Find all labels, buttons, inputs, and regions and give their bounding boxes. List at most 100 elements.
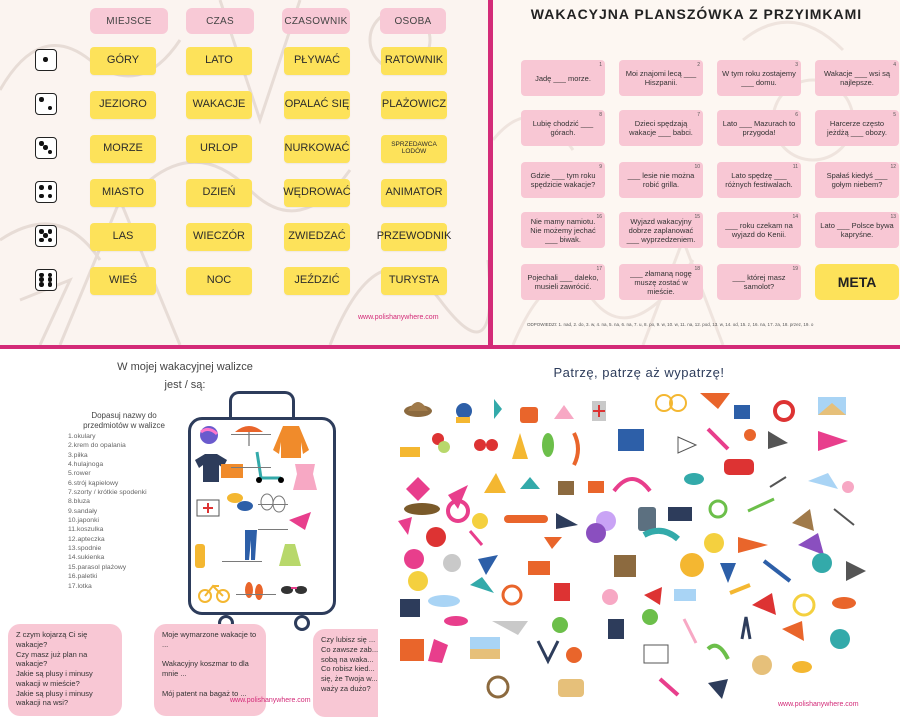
answer-key: ODPOWIEDZI: 1. nad, 2. do, 3. w, 4. na, …: [527, 322, 814, 327]
card-wieczor: WIECZÓR: [186, 223, 252, 251]
card-dzien: DZIEŃ: [186, 179, 252, 207]
list-item-text: szorty / krótkie spodenki: [73, 489, 147, 497]
list-item-text: bluza: [73, 498, 90, 506]
question-box-2: Moje wymarzone wakacje to ... Wakacyjny …: [154, 624, 266, 716]
spot-game-panel: Patrzę, patrzę aż wypatrzę!: [378, 349, 900, 720]
die-five-icon: [35, 225, 57, 247]
list-item-text: strój kąpielowy: [73, 479, 119, 487]
list-item: 10.japonki: [68, 517, 99, 525]
list-item-text: sukienka: [77, 554, 105, 562]
header-osoba: OSOBA: [380, 8, 446, 34]
header-miejsce: MIEJSCE: [90, 8, 168, 34]
header-czas: CZAS: [186, 8, 254, 34]
list-item-text: spodnie: [77, 545, 102, 553]
sentence-card: 17 Pojechali ___ daleko, musieli zawrócić…: [521, 264, 605, 300]
sentence-card: 19 ___ której masz samolot?: [717, 264, 801, 300]
list-item: 4.hulajnoga: [68, 461, 104, 469]
sentence-card: 11 Lato spędzę ___ różnych festiwalach.: [717, 162, 801, 198]
list-item: 17.lotka: [68, 582, 92, 590]
card-turysta: TURYSTA: [381, 267, 447, 295]
sentence-card: 2 Moi znajomi lecą ___ Hiszpanii.: [619, 60, 703, 96]
sentence-card: 7 Dzieci spędzają wakacje ___ babci.: [619, 110, 703, 146]
card-wies: WIEŚ: [90, 267, 156, 295]
list-item: 14.sukienka: [68, 554, 105, 562]
card-ratownik: RATOWNIK: [381, 47, 447, 75]
card-lato: LATO: [186, 47, 252, 75]
instruction-text: Dopasuj nazwy do przedmiotów w walizce: [83, 411, 165, 430]
site-url[interactable]: www.polishanywhere.com: [230, 697, 311, 704]
list-item-text: okulary: [73, 433, 96, 440]
sentence-card: 9 Gdzie ___ tym roku spędzicie wakacje?: [521, 162, 605, 198]
list-item-text: piłka: [73, 451, 88, 459]
question-box-1: Z czym kojarzą Ci się wakacje? Czy masz …: [8, 624, 122, 716]
list-item: 11.koszulka: [68, 526, 104, 534]
list-item-text: rower: [73, 470, 91, 478]
site-url[interactable]: www.polishanywhere.com: [778, 701, 859, 708]
sentence-card: 6 Lato ___ Mazurach to przygoda!: [717, 110, 801, 146]
card-wakacje: WAKACJE: [186, 91, 252, 119]
sentence-card: 13 Lato ___ Polsce bywa kapryśne.: [815, 212, 899, 248]
preposition-game-panel: WAKACYJNA PLANSZÓWKA Z PRZYIMKAMI 1 Jadę …: [493, 0, 900, 345]
question-box-3: Czy lubisz się ... Co zawsze zab... sobą…: [313, 629, 378, 717]
list-item: 15.parasol plażowy: [68, 563, 127, 571]
wheel-icon: [294, 615, 310, 631]
sentence-card: 5 Harcerze często jeżdżą ___ obozy.: [815, 110, 899, 146]
list-item: 7.szorty / krótkie spodenki: [68, 489, 147, 497]
list-item-text: apteczka: [77, 535, 105, 543]
card-urlop: URLOP: [186, 135, 252, 163]
list-item: 6.strój kąpielowy: [68, 479, 119, 487]
list-item-text: lotka: [77, 582, 92, 590]
die-six-icon: [35, 269, 57, 291]
list-item-text: sandały: [73, 507, 98, 515]
card-miasto: MIASTO: [90, 179, 156, 207]
sentence-card: 18 ___ złamaną nogę muszę zostać w mieści…: [619, 264, 703, 300]
list-item: 9.sandały: [68, 507, 98, 515]
card-wedrowac: WĘDROWAĆ: [283, 179, 351, 207]
sentence-card: 4 Wakacje ___ wsi są najlepsze.: [815, 60, 899, 96]
die-four-icon: [35, 181, 57, 203]
card-plywac: PŁYWAĆ: [284, 47, 350, 75]
list-item: 2.krem do opalania: [68, 442, 126, 450]
card-jezdzic: JEŹDZIĆ: [284, 267, 350, 295]
card-las: LAS: [90, 223, 156, 251]
board-game-panel: MIEJSCE CZAS CZASOWNIK OSOBA GÓRY JEZIOR…: [0, 0, 488, 345]
list-item: 16.paletki: [68, 573, 98, 581]
sentence-card: 16 Nie mamy namiotu. Nie możemy jechać __…: [521, 212, 605, 248]
game-title: WAKACYJNA PLANSZÓWKA Z PRZYIMKAMI: [530, 6, 863, 22]
card-noc: NOC: [186, 267, 252, 295]
list-item: 1.okulary: [68, 433, 96, 440]
list-item: 12.apteczka: [68, 535, 105, 543]
sentence-card: 8 Lubię chodzić ___ górach.: [521, 110, 605, 146]
sentence-card: 15 Wyjazd wakacyjny dobrze zaplanować ___…: [619, 212, 703, 248]
card-zwiedzac: ZWIEDZAĆ: [284, 223, 350, 251]
card-opalac-sie: OPALAĆ SIĘ: [284, 91, 350, 119]
card-morze: MORZE: [90, 135, 156, 163]
list-item: 3.piłka: [68, 451, 88, 459]
die-three-icon: [35, 137, 57, 159]
card-nurkowac: NURKOWAĆ: [284, 135, 350, 163]
suitcase-handle-icon: [229, 391, 295, 417]
suitcase-items-icon: [195, 426, 317, 603]
summer-objects-icon: [398, 393, 866, 699]
list-item-text: paletki: [77, 573, 98, 581]
site-url[interactable]: www.polishanywhere.com: [358, 314, 439, 321]
header-czasownik: CZASOWNIK: [282, 8, 350, 34]
list-item-text: koszulka: [76, 526, 104, 534]
sentence-card: 1 Jadę ___ morze.: [521, 60, 605, 96]
suitcase-title: W mojej wakacyjnej walizce jest / są:: [117, 361, 253, 391]
list-item-text: parasol plażowy: [77, 563, 127, 571]
divider-vertical: [488, 0, 493, 345]
list-item: 13.spodnie: [68, 545, 102, 553]
card-animator: ANIMATOR: [381, 179, 447, 207]
sentence-card: 14 ___ roku czekam na wyjazd do Kenii.: [717, 212, 801, 248]
list-item-text: japonki: [77, 517, 99, 525]
suitcase-icon: [188, 417, 336, 615]
sentence-card: 10 ___ lesie nie można robić grilla.: [619, 162, 703, 198]
spot-title: Patrzę, patrzę aż wypatrzę!: [553, 365, 725, 380]
sentence-card: 12 Spałaś kiedyś ___ gołym niebem?: [815, 162, 899, 198]
list-item: 5.rower: [68, 470, 91, 478]
items-list: 1.okulary 2.krem do opalania 3.piłka 4.hula…: [68, 432, 147, 591]
die-two-icon: [35, 93, 57, 115]
card-jezioro: JEZIORO: [90, 91, 156, 119]
